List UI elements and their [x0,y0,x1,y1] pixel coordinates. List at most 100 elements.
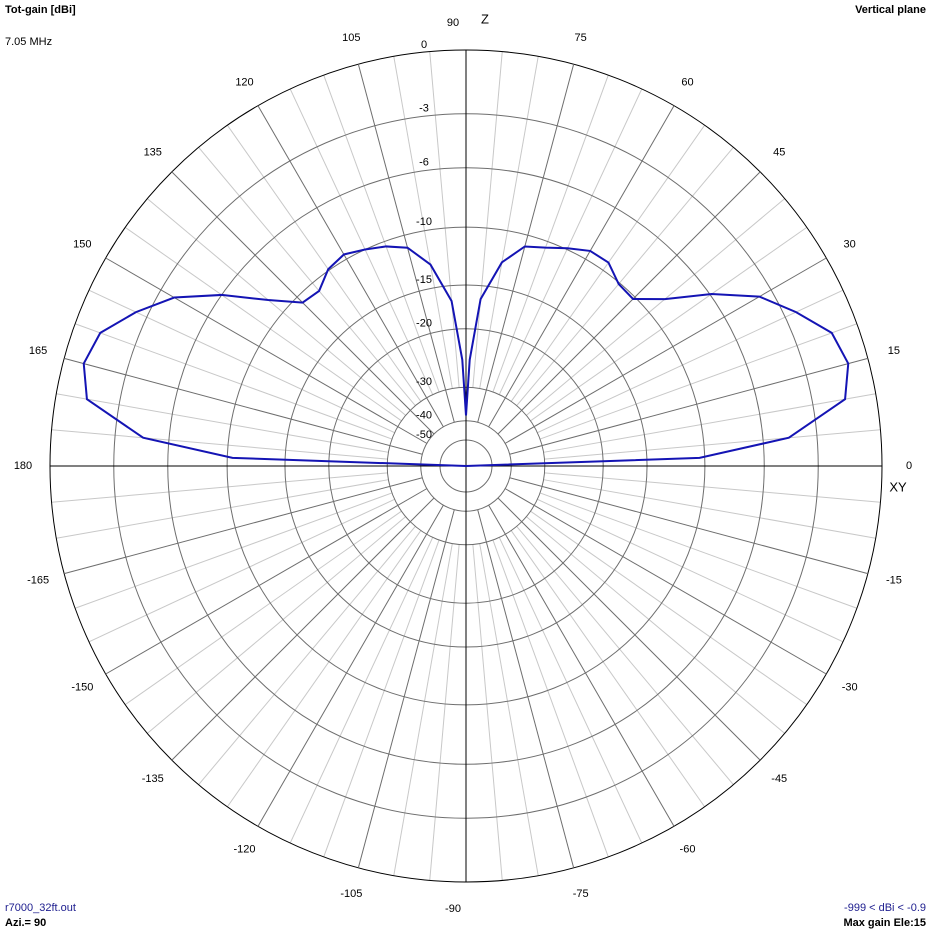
minor-spoke [147,198,406,416]
minor-spoke [124,226,402,422]
minor-spoke [226,124,422,402]
angle-tick-label: -30 [842,681,858,693]
minor-spoke [526,516,785,734]
minor-spoke [492,539,609,858]
minor-spoke [498,537,643,844]
minor-spoke [226,530,422,808]
angle-tick-label: -15 [886,575,902,587]
minor-spoke [479,56,539,389]
minor-spoke [56,393,389,453]
minor-spoke [51,472,388,503]
azimuth-label: Azi.= 90 [5,917,46,929]
minor-spoke [472,544,503,881]
range-label: -999 < dBi < -0.9 [844,902,926,914]
minor-spoke [539,492,858,609]
minor-spoke [51,429,388,460]
minor-spoke [429,51,460,388]
grid-spoke [504,488,827,675]
minor-spoke [289,537,434,844]
angle-tick-label: 0 [906,460,912,472]
r-tick-label: -30 [416,376,432,388]
minor-spoke [289,88,434,395]
minor-spoke [198,147,416,406]
angle-tick-label: 15 [888,345,900,357]
grid-spoke [497,171,761,435]
grid-spoke [497,497,761,761]
grid-spoke [171,497,435,761]
minor-spoke [526,198,785,416]
r-tick-label: -10 [416,216,432,228]
minor-spoke [472,51,503,388]
grid-spoke [105,488,428,675]
r-tick-label: -20 [416,318,432,330]
r-tick-label: -40 [416,410,432,422]
minor-spoke [88,498,395,643]
minor-spoke [543,393,876,453]
minor-spoke [492,74,609,393]
angle-tick-label: 75 [575,32,587,44]
minor-spoke [56,479,389,539]
r-tick-label: 0 [421,39,427,51]
angle-tick-label: -105 [340,888,362,900]
minor-spoke [516,526,734,785]
chart-title: Tot-gain [dBi] [5,4,76,16]
grid-spoke [357,64,455,423]
angle-tick-label: 165 [29,345,47,357]
angle-tick-label: -60 [680,844,696,856]
angle-tick-label: -135 [142,773,164,785]
angle-tick-label: 180 [14,460,32,472]
grid-spoke [509,477,868,575]
frequency: 7.05 MHz [5,36,52,48]
grid-spoke [257,105,444,428]
angle-tick-label: 150 [73,238,91,250]
minor-spoke [124,510,402,706]
angle-tick-label: 105 [342,32,360,44]
grid-spoke [357,509,455,868]
minor-spoke [323,74,440,393]
angle-tick-label: 45 [773,147,785,159]
minor-spoke [543,479,876,539]
minor-spoke [323,539,440,858]
angle-tick-label: -165 [27,575,49,587]
minor-spoke [539,323,858,440]
grid-spoke [477,64,575,423]
max-gain-label: Max gain Ele:15 [843,917,926,929]
r-tick-label: -6 [419,157,429,169]
grid-spoke [257,504,444,827]
angle-tick-label: 120 [235,76,253,88]
angle-tick-label: 30 [844,238,856,250]
grid-spoke [105,257,428,444]
minor-spoke [74,492,393,609]
angle-tick-label: -150 [71,681,93,693]
grid-spoke [488,504,675,827]
minor-spoke [393,543,453,876]
r-tick-label: -15 [416,274,432,286]
minor-spoke [516,147,734,406]
file-label: r7000_32ft.out [5,902,76,914]
r-tick-label: -3 [419,103,429,115]
xy-axis-label: XY [889,479,907,494]
minor-spoke [537,498,844,643]
z-axis-label: Z [481,11,489,26]
minor-spoke [479,543,539,876]
pattern-line [82,245,850,467]
minor-spoke [510,530,706,808]
angle-tick-label: -45 [771,773,787,785]
r-tick-label: -50 [416,429,432,441]
grid-spoke [477,509,575,868]
minor-spoke [88,289,395,434]
grid-spoke [509,357,868,455]
minor-spoke [74,323,393,440]
angle-tick-label: 60 [681,76,693,88]
plane-label: Vertical plane [855,4,926,16]
grid-spoke [64,357,423,455]
minor-spoke [530,226,808,422]
angle-tick-label: -75 [573,888,589,900]
minor-spoke [498,88,643,395]
minor-spoke [530,510,808,706]
grid-spoke [488,105,675,428]
angle-tick-label: -120 [233,844,255,856]
angle-tick-label: 90 [447,17,459,29]
minor-spoke [198,526,416,785]
